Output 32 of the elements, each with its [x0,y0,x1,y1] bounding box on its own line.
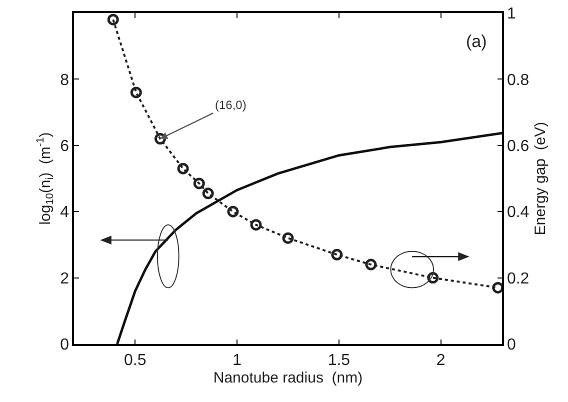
annotation: (16,0) [215,98,246,112]
point [365,258,377,270]
y-tick-label: 8 [60,72,70,89]
line-series [116,132,502,344]
y-tick-label: 0 [60,336,70,354]
point [427,272,439,284]
point [282,232,294,244]
point [154,133,166,145]
y2-tick-label: 0 [506,336,516,354]
x-tick-label: 0.5 [124,352,146,369]
point [250,219,262,231]
y-tick-label: 2 [60,270,70,288]
point [227,206,239,218]
x-tick-label: 2 [436,352,446,369]
annotation: (a) [466,32,487,51]
y2-axis-title: Energy gap (eV) [532,122,549,236]
point [107,14,119,26]
y2-tick-label: 0.2 [506,270,530,288]
y-tick-label: 4 [60,204,70,222]
y2-tick-label: 0.4 [506,204,530,222]
point [193,178,205,190]
point [331,248,343,260]
y2-tick-label: 1 [506,6,516,23]
point [177,162,189,174]
y-tick-label: 6 [60,138,70,155]
point [202,188,214,200]
x-tick-label: 1 [232,352,242,369]
x-tick-label: 1.5 [328,352,350,369]
y2-tick-label: 0.8 [506,72,530,89]
point [130,86,142,98]
y2-tick-label: 0.6 [506,138,530,155]
x-axis-title: Nanotube radius (nm) [213,369,363,386]
